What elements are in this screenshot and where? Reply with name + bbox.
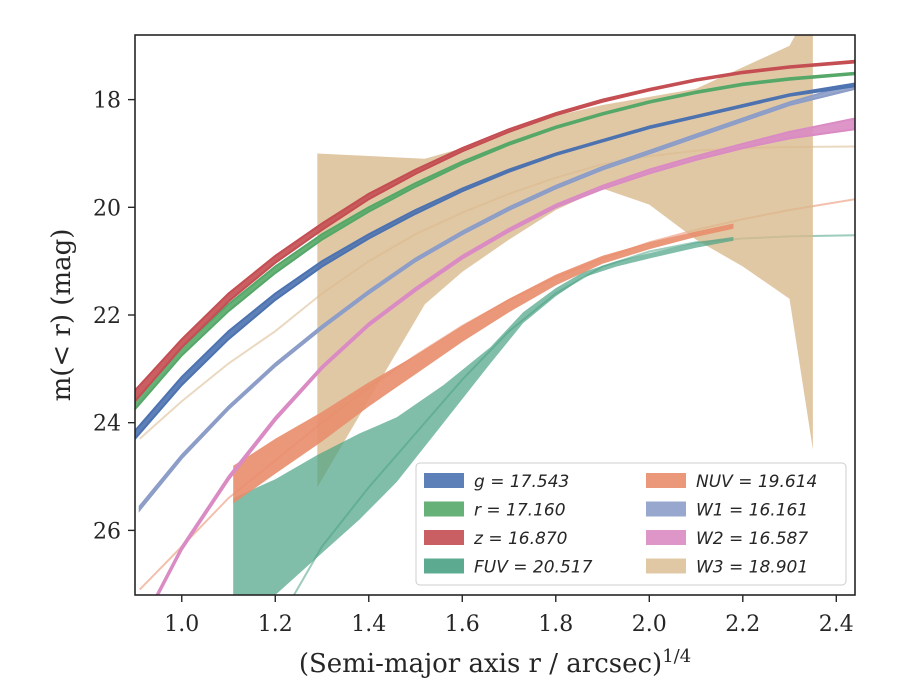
series-fuv-band bbox=[233, 236, 734, 595]
y-tick-label-22: 22 bbox=[93, 304, 121, 329]
legend-swatch-g bbox=[424, 473, 464, 488]
y-tick-label-26: 26 bbox=[93, 519, 121, 544]
x-tick-label-1.8: 1.8 bbox=[538, 612, 573, 637]
x-tick-label-1.0: 1.0 bbox=[164, 612, 199, 637]
legend-swatch-r bbox=[424, 501, 464, 517]
legend-swatch-w2 bbox=[646, 530, 686, 545]
legend-label-w2: W2 = 16.587 bbox=[696, 529, 808, 549]
series-w2-band bbox=[155, 117, 855, 595]
y-tick-label-20: 20 bbox=[93, 196, 121, 221]
series-w1-band bbox=[138, 82, 855, 513]
x-tick-label-1.2: 1.2 bbox=[258, 612, 293, 637]
legend-label-g: g = 17.543 bbox=[474, 472, 569, 492]
legend: g = 17.543 r = 17.160 z = 16.870 FUV = 20.5… bbox=[415, 462, 847, 586]
series-layer bbox=[135, 35, 855, 595]
series-w3-band bbox=[317, 35, 813, 488]
x-axis-label: (Semi-major axis r / arcsec)1/4 bbox=[299, 646, 691, 679]
y-tick-label-24: 24 bbox=[93, 412, 121, 437]
series-r-band bbox=[135, 71, 855, 411]
legend-label-nuv: NUV = 19.614 bbox=[696, 472, 817, 492]
x-tick-label-2.4: 2.4 bbox=[819, 612, 854, 637]
legend-swatch-w1 bbox=[646, 501, 686, 517]
legend-swatch-nuv bbox=[646, 473, 686, 488]
y-axis-label: m(< r) (mag) bbox=[47, 229, 77, 402]
ticks-layer: 1.0 1.2 1.4 1.6 1.8 2.0 2.2 2.4 18 20 22 24 26 bbox=[93, 89, 854, 637]
legend-label-z: z = 16.870 bbox=[473, 529, 567, 549]
legend-label-w1: W1 = 16.161 bbox=[696, 501, 808, 521]
legend-box bbox=[415, 462, 847, 586]
legend-swatch-fuv bbox=[424, 558, 464, 574]
legend-label-fuv: FUV = 20.517 bbox=[474, 558, 593, 578]
legend-label-r: r = 17.160 bbox=[474, 501, 566, 521]
x-tick-label-2.0: 2.0 bbox=[632, 612, 667, 637]
legend-swatch-z bbox=[424, 530, 464, 545]
x-axis-label-superscript: 1/4 bbox=[662, 646, 691, 667]
series-z-band bbox=[135, 59, 855, 403]
x-tick-label-2.2: 2.2 bbox=[725, 612, 760, 637]
x-tick-label-1.4: 1.4 bbox=[351, 612, 386, 637]
x-tick-label-1.6: 1.6 bbox=[445, 612, 480, 637]
y-tick-label-18: 18 bbox=[93, 89, 121, 114]
legend-swatch-w3 bbox=[646, 558, 686, 574]
legend-label-w3: W3 = 18.901 bbox=[696, 558, 808, 578]
series-g-band bbox=[135, 82, 855, 441]
